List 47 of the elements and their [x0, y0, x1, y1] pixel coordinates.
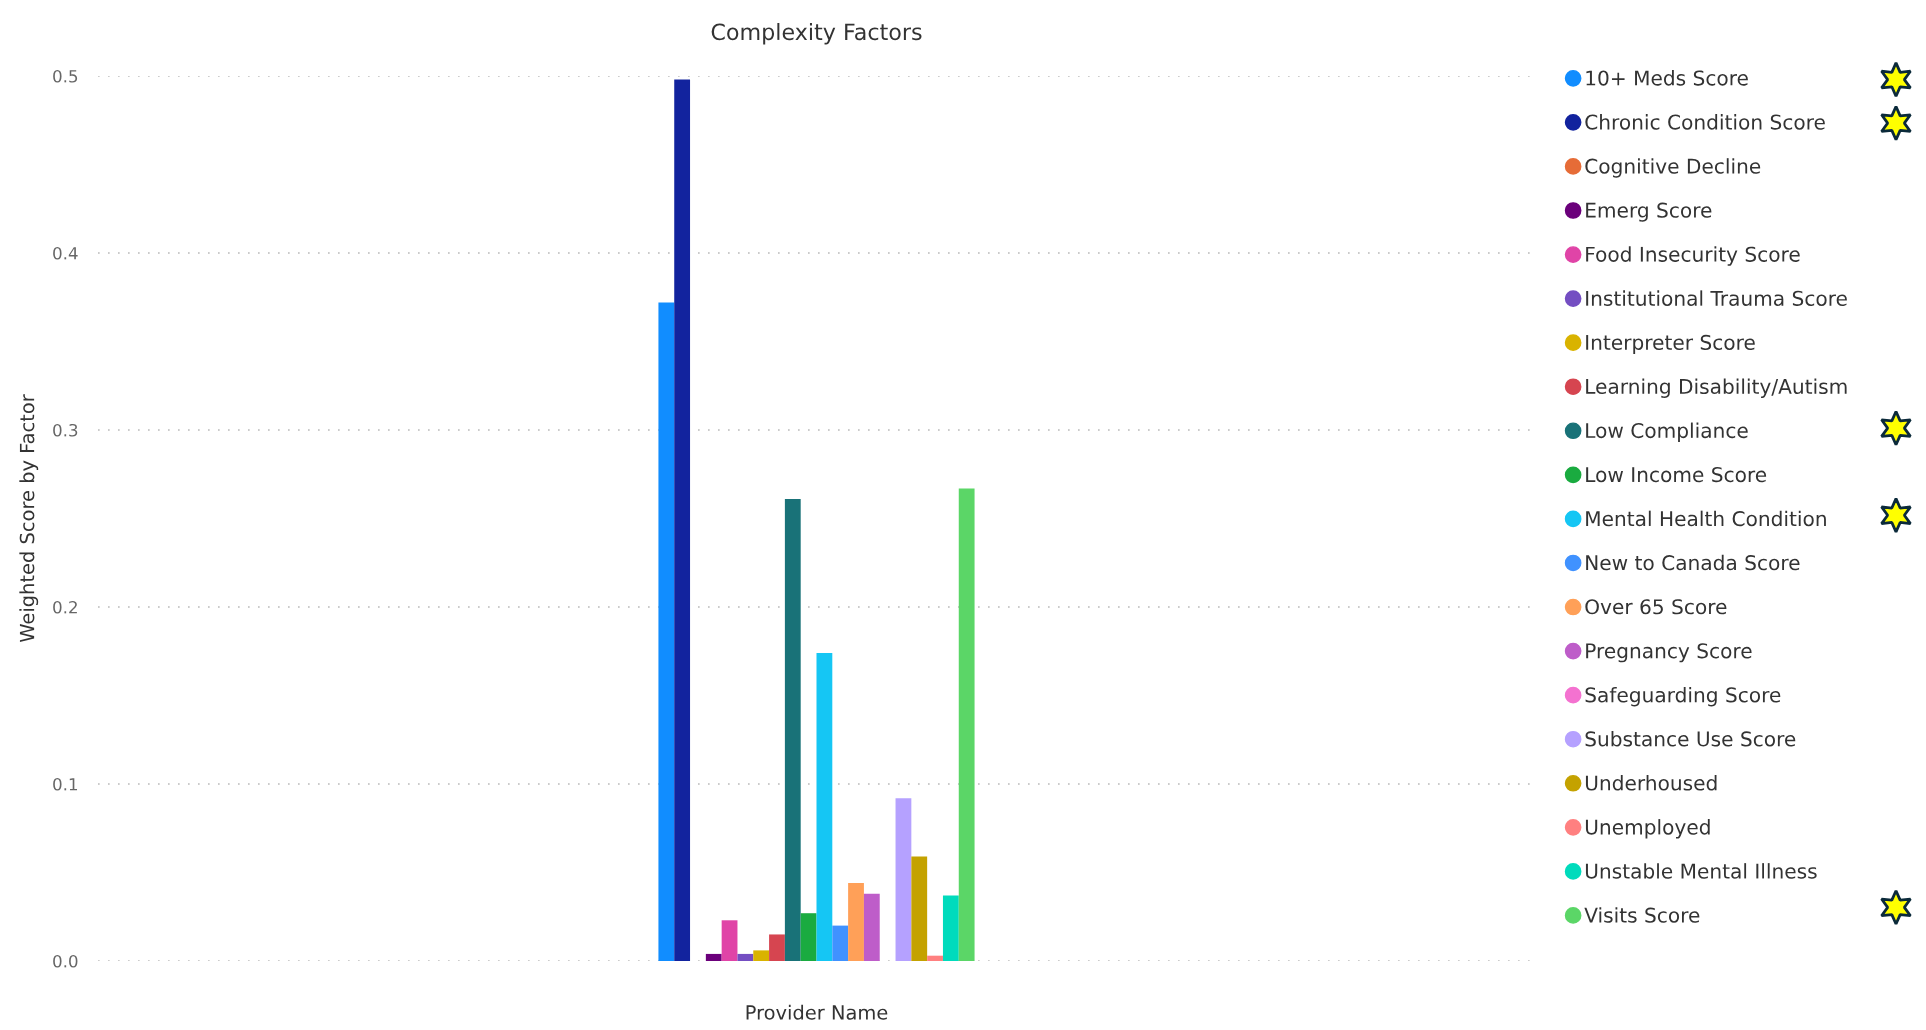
bar	[911, 856, 928, 961]
bar	[863, 893, 880, 961]
legend-label: Cognitive Decline	[1585, 158, 1761, 178]
legend-label: Over 65 Score	[1585, 599, 1727, 615]
legend-label: Learning Disability/Autism	[1586, 378, 1847, 398]
chart-title: Complexity Factors	[711, 23, 922, 45]
legend-label: Pregnancy Score	[1586, 643, 1752, 663]
legend-label: New to Canada Score	[1586, 554, 1800, 571]
bar	[800, 913, 817, 961]
bar	[958, 488, 975, 961]
legend-label: Substance Use Score	[1585, 730, 1796, 747]
legend-label: Institutional Trauma Score	[1586, 290, 1847, 306]
y-tick-label: 0.0	[53, 954, 78, 968]
bar	[895, 798, 912, 961]
x-axis-title: Provider Name	[746, 1004, 888, 1020]
legend-label: Emerg Score	[1586, 202, 1712, 222]
y-tick-label: 0.2	[53, 600, 77, 614]
bar	[753, 950, 770, 961]
bar	[737, 953, 754, 961]
legend-label: Interpreter Score	[1586, 334, 1755, 354]
legend-label: Safeguarding Score	[1585, 686, 1781, 707]
legend-label: Food Insecurity Score	[1586, 246, 1800, 266]
bar	[658, 302, 675, 961]
bar	[848, 883, 864, 961]
bar	[942, 895, 959, 961]
bar	[816, 653, 833, 961]
y-tick-label: 0.3	[53, 423, 78, 437]
bar	[705, 953, 722, 961]
y-axis-title: Weighted Score by Factor	[19, 394, 39, 643]
y-tick-label: 0.5	[53, 69, 78, 83]
legend-label: 10+ Meds Score	[1586, 70, 1748, 86]
bar	[832, 925, 849, 961]
bar	[769, 934, 785, 961]
bar	[927, 955, 943, 961]
legend-label: Visits Score	[1584, 907, 1700, 923]
legend-label: Unemployed	[1585, 819, 1710, 839]
legend-label: Unstable Mental Illness	[1585, 863, 1817, 879]
legend-label: Chronic Condition Score	[1585, 114, 1825, 130]
bar	[674, 79, 691, 961]
bar	[784, 499, 801, 961]
y-tick-label: 0.4	[53, 246, 78, 260]
legend-label: Mental Health Condition	[1586, 510, 1826, 527]
legend-label: Underhoused	[1585, 775, 1717, 791]
y-tick-label: 0.1	[53, 777, 78, 791]
legend-label: Low Compliance	[1586, 422, 1748, 443]
legend-label: Low Income Score	[1586, 466, 1767, 483]
bar	[721, 920, 738, 961]
